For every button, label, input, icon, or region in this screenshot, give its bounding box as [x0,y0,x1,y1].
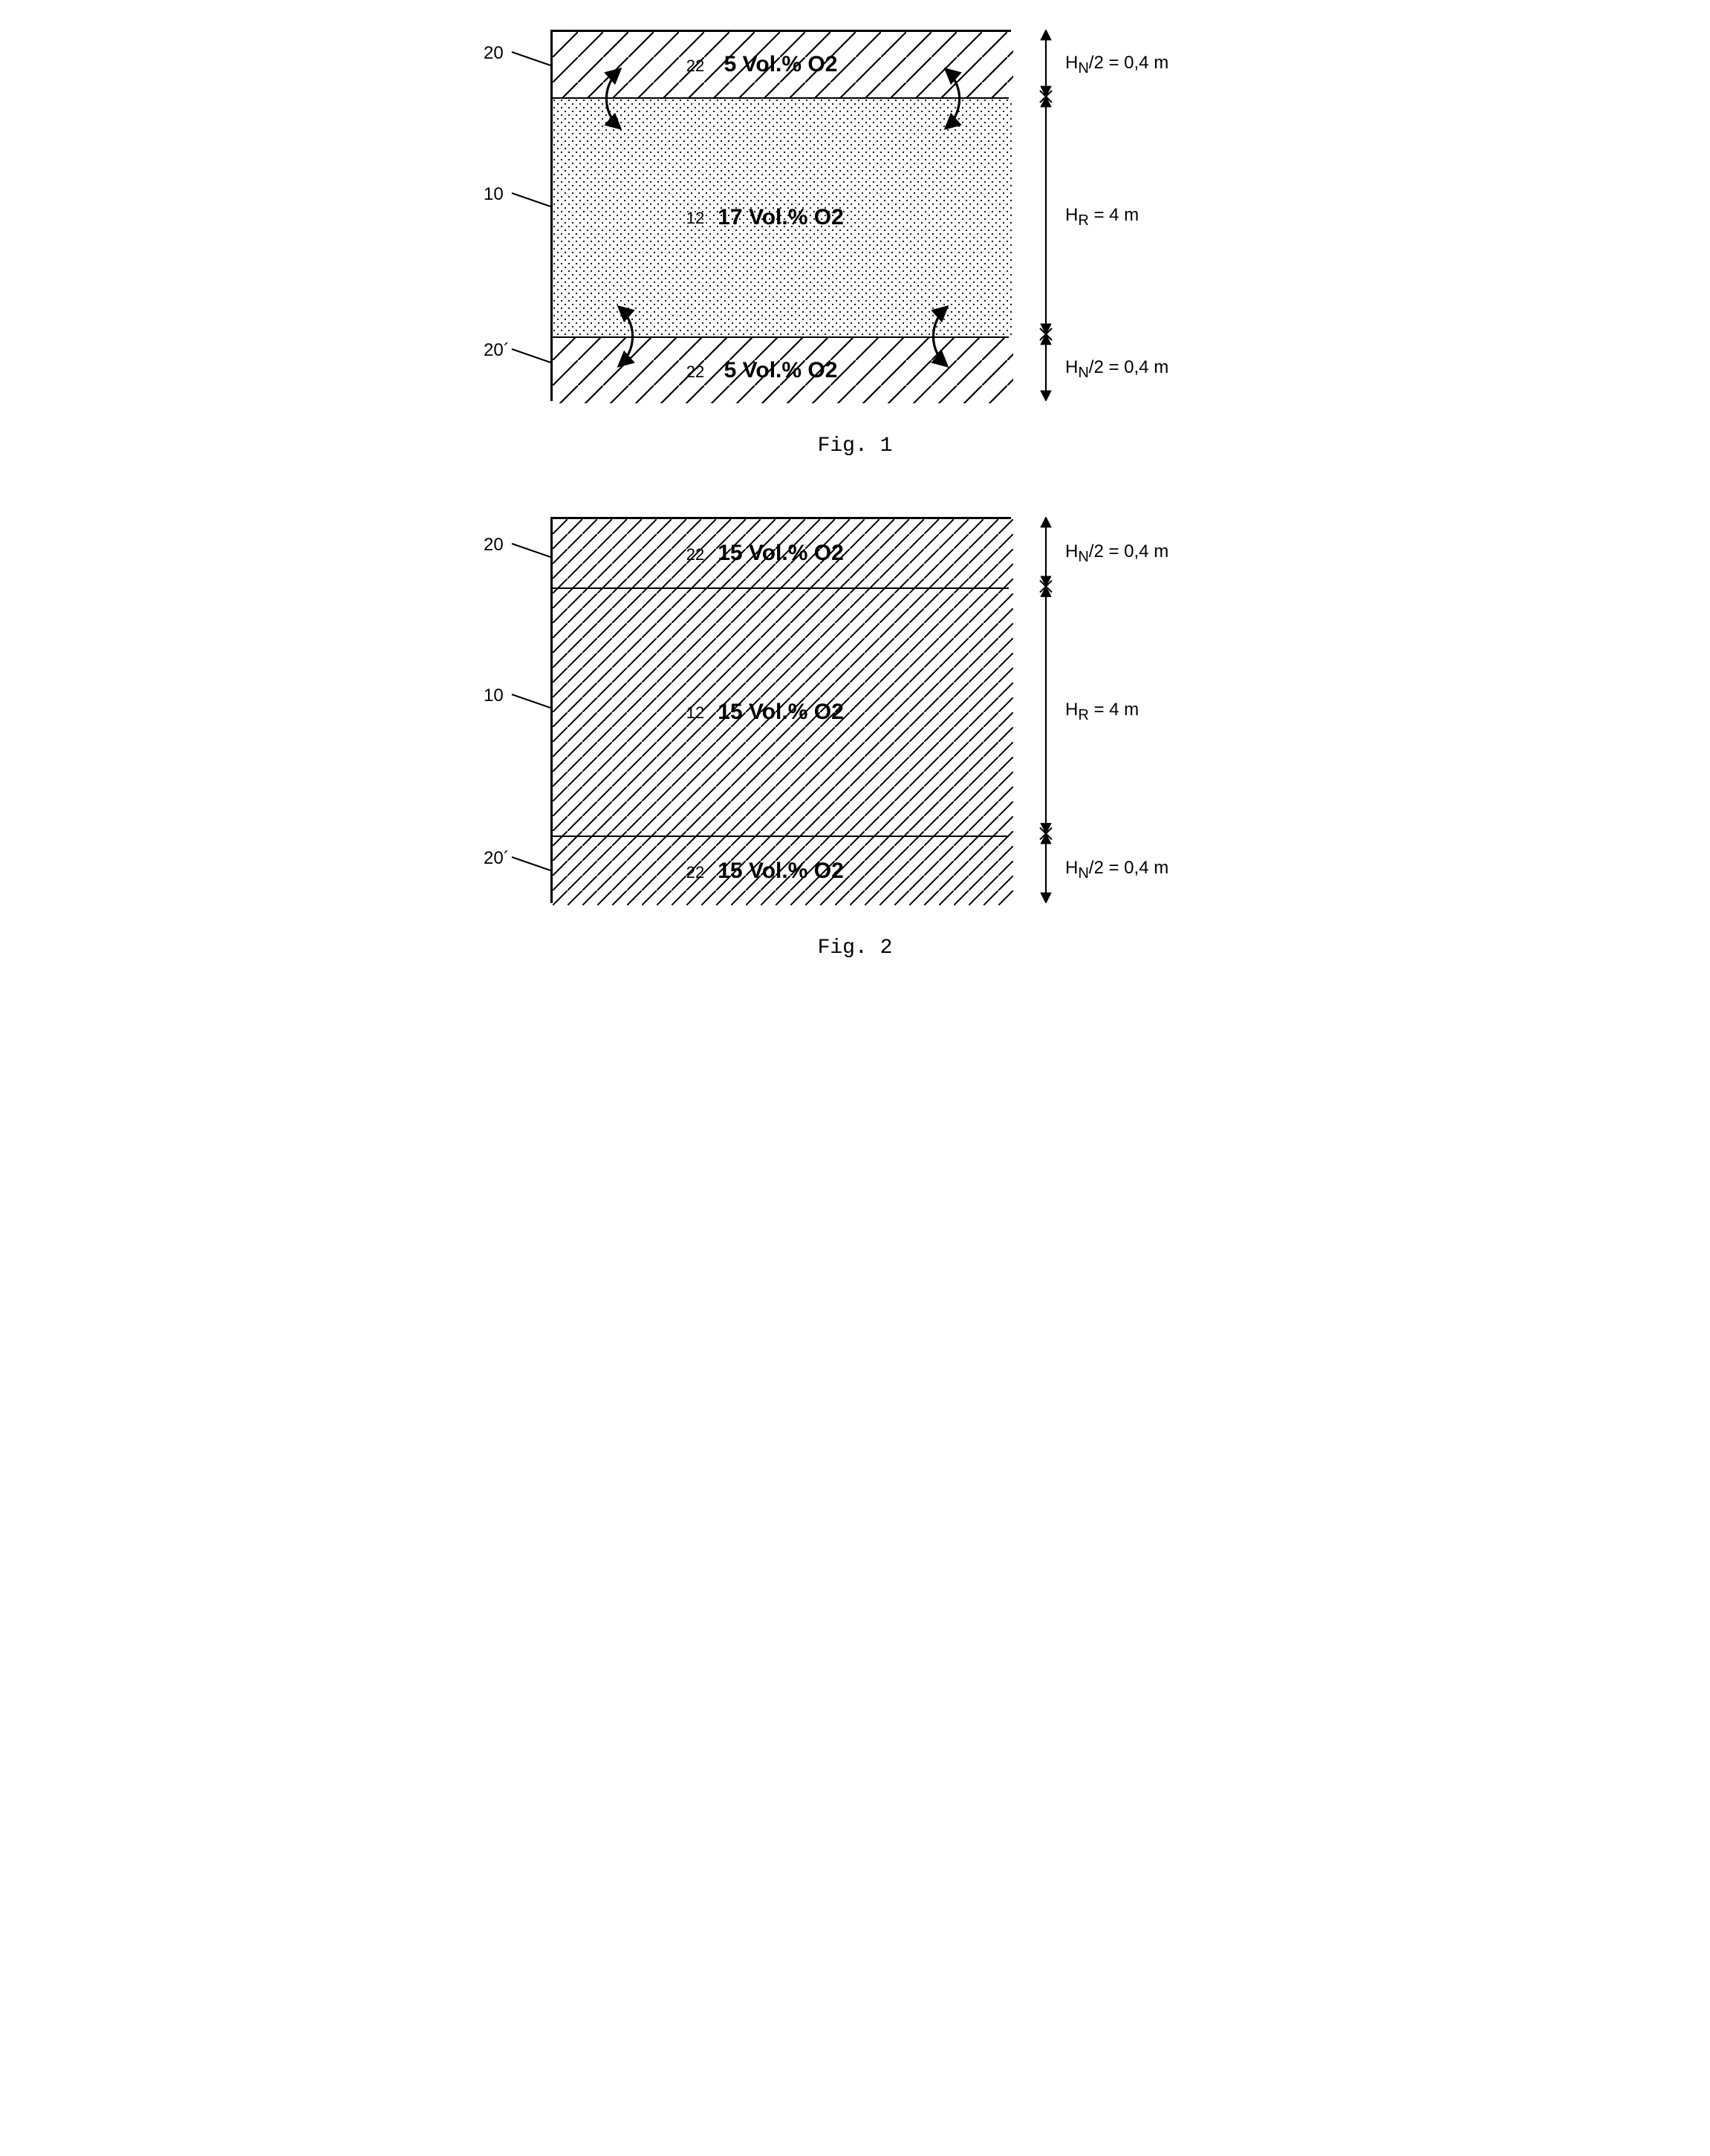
fig1: 201020´ 5 Vol.% O22217 Vol.% O2125 Vol.%… [484,30,1226,457]
zone-content-label: 17 Vol.% O2 [718,205,844,230]
zone-bot: 15 Vol.% O2 22 [553,836,1009,905]
diagram-box: 15 Vol.% O2 22 15 Vol.% O2 12 15 Vol.% O2 22 [550,517,1011,903]
dimension-column: HN/2 = 0,4 m HR = 4 m HN/2 = 0,4 m [1030,30,1193,401]
dimension-column: HN/2 = 0,4 m HR = 4 m HN/2 = 0,4 m [1030,517,1193,903]
callout-leader [484,189,550,218]
dimension-label: HN/2 = 0,4 m [1065,53,1168,77]
zone-ref-number: 22 [686,56,704,76]
zone-mid: 15 Vol.% O2 12 [553,589,1009,836]
zone-ref-number: 12 [686,703,704,723]
dimension-arrows [1030,517,1063,903]
dimension-label: HR = 4 m [1065,700,1139,724]
dimension-arrows [1030,30,1063,401]
zone-ref-number: 22 [686,863,704,882]
fig2: 201020´ 15 Vol.% O22215 Vol.% O21215 Vol… [484,517,1226,960]
zone-mid: 17 Vol.% O2 12 [553,99,1009,336]
dimension-label: HN/2 = 0,4 m [1065,541,1168,566]
dimension-label: HN/2 = 0,4 m [1065,357,1168,382]
figure-caption: Fig. 2 [484,937,1226,960]
zone-top: 15 Vol.% O2 22 [553,519,1009,589]
dimension-label: HN/2 = 0,4 m [1065,858,1168,882]
callout-leader [484,539,550,569]
diagram-box: 5 Vol.% O2 22 17 Vol.% O2 12 5 Vol.% O2 22 [550,30,1011,401]
callout-leader [484,853,550,882]
figure-row: 201020´ 15 Vol.% O22215 Vol.% O21215 Vol… [484,517,1226,903]
zone-top: 5 Vol.% O2 22 [553,32,1009,99]
dimension-label: HR = 4 m [1065,205,1139,229]
figure-caption: Fig. 1 [484,434,1226,457]
zone-ref-number: 22 [686,362,704,382]
figure-row: 201020´ 5 Vol.% O22217 Vol.% O2125 Vol.%… [484,30,1226,401]
callout-leader [484,690,550,720]
zone-bot: 5 Vol.% O2 22 [553,336,1009,403]
zone-ref-number: 22 [686,545,704,564]
zone-content-label: 15 Vol.% O2 [718,541,844,566]
zone-content-label: 5 Vol.% O2 [724,358,838,383]
zone-content-label: 15 Vol.% O2 [718,859,844,884]
callout-column: 201020´ [484,30,550,401]
callout-leader [484,345,550,374]
zone-content-label: 5 Vol.% O2 [724,52,838,77]
callout-column: 201020´ [484,517,550,903]
zone-ref-number: 12 [686,209,704,228]
zone-content-label: 15 Vol.% O2 [718,700,844,725]
callout-leader [484,48,550,77]
